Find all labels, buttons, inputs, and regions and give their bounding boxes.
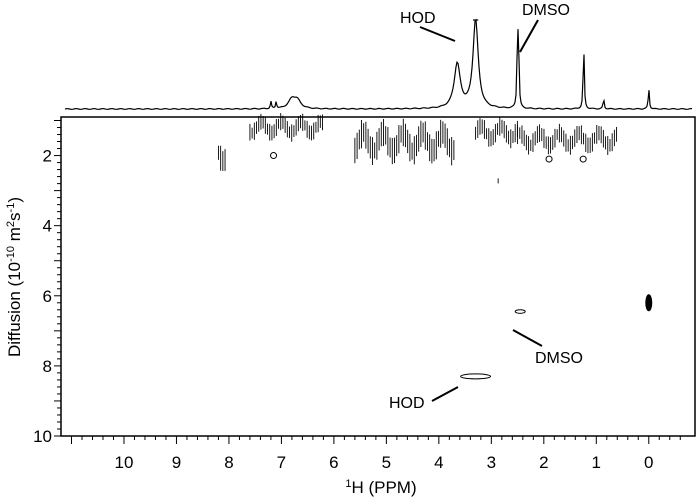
x-tick-label: 6 [329,453,338,472]
x-axis-label: 1H (PPM) [345,478,416,497]
annotations: HOD DMSO DMSO HOD [389,2,583,412]
annotation-dmso-2d: DMSO [535,350,583,367]
x-tick-label: 2 [539,453,548,472]
contour-peak [514,309,526,314]
x-axis: 10 9 8 7 6 5 4 3 2 1 0 [70,436,681,472]
annotation-leader-line [519,19,539,53]
annotation-leader-line [431,386,459,402]
contour-cluster [517,123,618,155]
y-axis: 2 4 6 8 10 [33,120,61,446]
annotation-leader-line [512,329,543,347]
y-label-end: ) [5,197,24,203]
contour-cluster [354,118,455,166]
contour-peak [579,155,587,163]
contour-peak [460,373,492,380]
y-label-exp1: -10 [5,246,17,262]
contour-cluster [475,116,518,149]
y-label-exp2: 2 [5,221,17,227]
dosy-plot-frame [60,116,696,437]
x-tick-label: 3 [487,453,496,472]
contour-peak [645,294,653,312]
x-axis-label-text: H (PPM) [351,478,416,497]
x-tick-label: 1 [592,453,601,472]
y-label-text: Diffusion (10 [5,262,24,357]
contour-cluster [249,113,323,142]
y-tick-label: 6 [43,287,52,306]
x-axis-label-prefix: 1 [345,478,351,490]
y-tick-label: 2 [43,147,52,166]
x-tick-label: 5 [382,453,391,472]
y-label-s: s [5,212,24,221]
y-label-exp3: -1 [5,203,17,213]
x-tick-label: 4 [434,453,443,472]
y-label-mid: m [5,227,24,246]
y-tick-label: 8 [43,357,52,376]
contour-peak [270,152,278,160]
x-tick-label: 8 [224,453,233,472]
x-tick-label: 7 [277,453,286,472]
proton-projection-panel [64,18,693,110]
proton-spectrum-trace [64,18,693,110]
y-tick-label: 4 [43,217,52,236]
contour-cluster [217,145,226,171]
annotation-hod-2d: HOD [389,395,425,412]
annotation-leader-line [419,26,456,42]
annotation-hod-projection: HOD [400,10,436,27]
x-tick-label: 0 [644,453,653,472]
annotation-dmso-projection: DMSO [522,2,570,19]
contour-peak [545,155,553,163]
y-axis-label: Diffusion (10-10 m2s-1) [5,197,24,357]
x-tick-label: 9 [172,453,181,472]
dosy-contours [217,113,653,380]
y-tick-label: 10 [33,427,52,446]
x-tick-label: 10 [115,453,134,472]
